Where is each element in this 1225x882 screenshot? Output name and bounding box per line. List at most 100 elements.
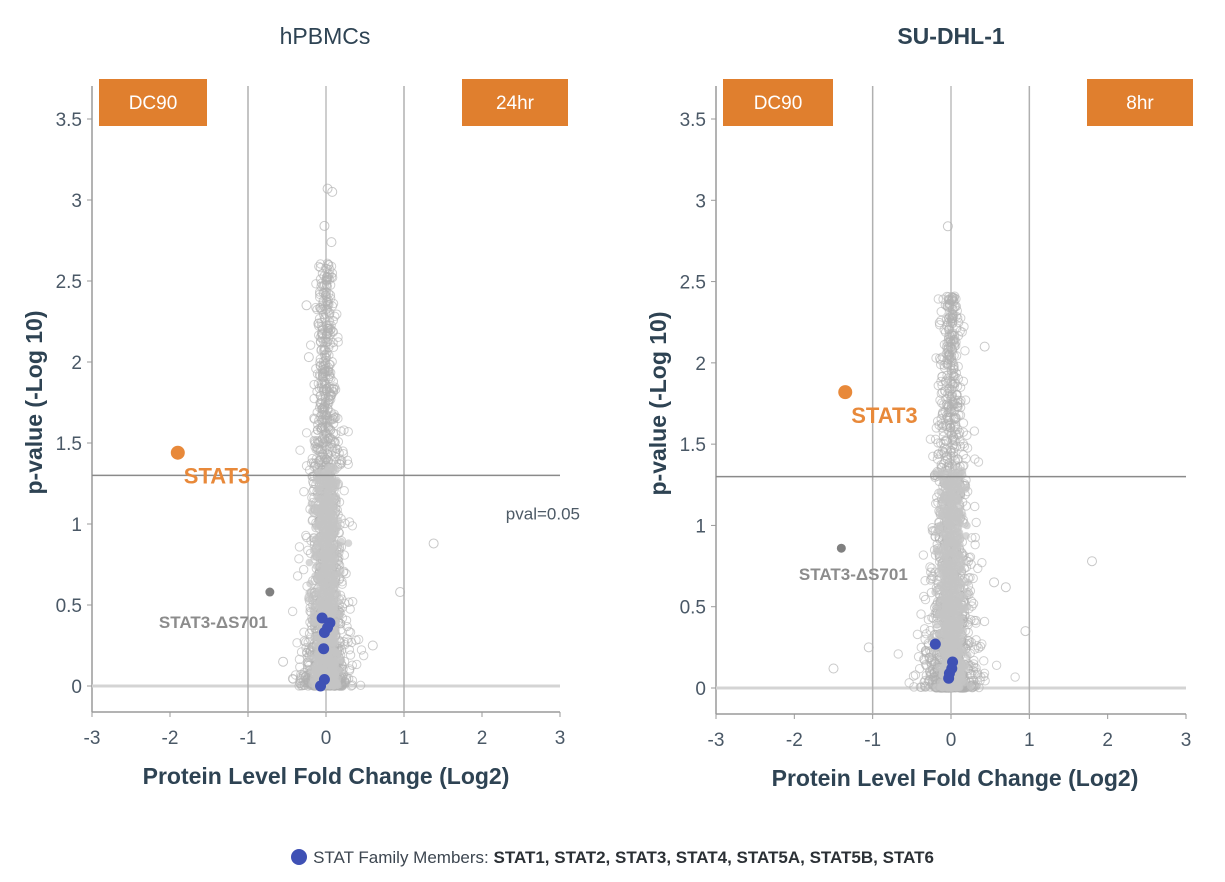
protein-point (924, 652, 934, 663)
protein-point (926, 573, 937, 584)
protein-point (941, 376, 951, 386)
protein-point (946, 360, 956, 371)
stat3-ds701-label: STAT3-ΔS701 (159, 613, 268, 632)
protein-point (311, 279, 321, 289)
protein-point (945, 386, 955, 397)
protein-point (943, 302, 953, 312)
x-tick-label: -1 (240, 728, 257, 749)
protein-point (305, 558, 314, 567)
protein-point (324, 316, 335, 326)
protein-point (331, 571, 339, 579)
protein-point (975, 676, 985, 686)
protein-point-outlier (326, 237, 337, 248)
x-tick-label: 0 (946, 730, 957, 751)
volcano-plot-hpbmcs: hPBMCs 0 0.5 1 1.5 2 2.5 3 3.5 -3 -2 -1 0 1 2 3 Protein … (21, 23, 580, 789)
protein-point (935, 523, 944, 531)
timepoint-badge: 8hr (1087, 79, 1193, 126)
protein-point (325, 389, 336, 399)
protein-point (301, 461, 312, 471)
x-tick-label: 1 (1024, 730, 1035, 751)
protein-point (330, 555, 339, 564)
protein-point (336, 568, 345, 576)
protein-point (310, 552, 319, 561)
protein-point (947, 549, 956, 557)
legend-members: STAT1, STAT2, STAT3, STAT4, STAT5A, STAT… (493, 848, 934, 867)
protein-point (322, 258, 333, 269)
protein-point (956, 564, 965, 572)
y-tick-label: 1 (695, 516, 706, 537)
protein-point (946, 405, 956, 415)
y-tick-label: 2 (71, 353, 82, 374)
protein-point (947, 502, 956, 511)
protein-point (946, 330, 957, 340)
protein-point (329, 413, 340, 423)
legend-label: STAT Family Members: (313, 848, 489, 867)
protein-point (956, 313, 966, 323)
y-tick-label: 0.5 (56, 596, 82, 617)
protein-point (298, 564, 309, 575)
stat3-ds701-point (836, 543, 846, 553)
x-tick-label: -2 (786, 730, 803, 751)
protein-point (991, 660, 1002, 671)
protein-point (956, 541, 964, 549)
protein-point (950, 420, 961, 430)
x-tick-label: -1 (864, 730, 881, 751)
protein-point (938, 501, 947, 510)
protein-point (925, 434, 936, 444)
y-axis-label: p-value (-Log 10) (21, 310, 47, 494)
protein-point-outlier (1000, 582, 1011, 593)
protein-point (321, 275, 331, 285)
protein-point (936, 678, 945, 687)
protein-point (942, 321, 952, 331)
protein-point (904, 678, 914, 688)
protein-point (951, 412, 961, 423)
protein-point (933, 621, 942, 629)
protein-point (339, 486, 349, 496)
protein-point (323, 423, 333, 433)
protein-point-outlier (319, 220, 330, 231)
protein-point (931, 588, 939, 597)
protein-point (913, 651, 924, 662)
protein-point (968, 573, 978, 584)
protein-point (315, 454, 326, 465)
protein-point (952, 557, 960, 566)
protein-point (953, 617, 962, 626)
chart-title: SU-DHL-1 (897, 23, 1005, 49)
x-tick-label: 2 (1102, 730, 1113, 751)
protein-point (315, 262, 326, 273)
y-axis-label: p-value (-Log 10) (645, 311, 671, 495)
protein-point (302, 532, 312, 543)
protein-point (324, 342, 334, 353)
protein-point (938, 561, 947, 570)
dc90-badge-bg (723, 79, 833, 126)
protein-point (962, 443, 973, 453)
protein-point (304, 595, 312, 603)
protein-point (942, 291, 952, 302)
protein-point (321, 602, 330, 611)
protein-point (955, 410, 966, 420)
protein-point (953, 497, 962, 506)
protein-point (327, 357, 337, 367)
protein-point (320, 333, 331, 344)
protein-point (939, 442, 950, 453)
protein-point (955, 441, 966, 452)
protein-point (941, 314, 952, 325)
protein-point (953, 637, 962, 645)
protein-point (940, 586, 949, 595)
protein-point (296, 680, 306, 691)
protein-point (345, 650, 356, 660)
protein-point (299, 627, 309, 637)
protein-point (327, 589, 335, 598)
protein-point (933, 380, 943, 391)
stat3-ds701-point (265, 587, 275, 597)
protein-point-outlier (942, 221, 953, 232)
y-tick-label: 3 (695, 191, 706, 212)
protein-point (947, 644, 955, 653)
protein-point (321, 532, 329, 541)
protein-point (318, 449, 328, 459)
protein-point (330, 437, 340, 447)
protein-point (328, 531, 337, 539)
protein-point (332, 483, 340, 492)
protein-point (312, 304, 322, 315)
protein-point (305, 589, 314, 597)
